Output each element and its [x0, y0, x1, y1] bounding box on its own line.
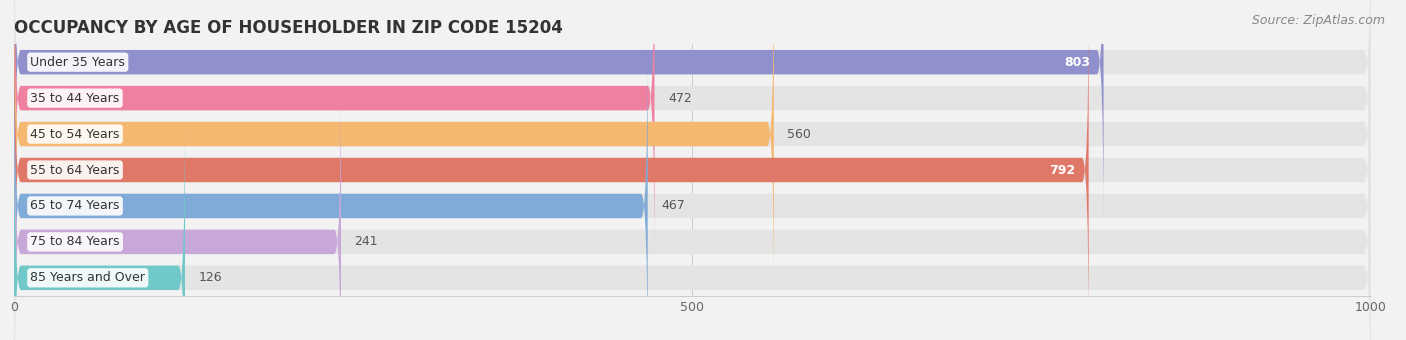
- Text: OCCUPANCY BY AGE OF HOUSEHOLDER IN ZIP CODE 15204: OCCUPANCY BY AGE OF HOUSEHOLDER IN ZIP C…: [14, 19, 562, 37]
- Text: 560: 560: [787, 128, 811, 140]
- FancyBboxPatch shape: [14, 0, 1104, 230]
- FancyBboxPatch shape: [14, 110, 186, 340]
- Text: 467: 467: [661, 200, 685, 212]
- FancyBboxPatch shape: [14, 74, 342, 340]
- Text: 85 Years and Over: 85 Years and Over: [31, 271, 145, 284]
- Text: 126: 126: [198, 271, 222, 284]
- Text: 65 to 74 Years: 65 to 74 Years: [31, 200, 120, 212]
- FancyBboxPatch shape: [14, 0, 1371, 266]
- FancyBboxPatch shape: [14, 2, 1371, 338]
- Text: 35 to 44 Years: 35 to 44 Years: [31, 91, 120, 105]
- Text: Source: ZipAtlas.com: Source: ZipAtlas.com: [1251, 14, 1385, 27]
- Text: 241: 241: [354, 235, 378, 249]
- FancyBboxPatch shape: [14, 74, 1371, 340]
- FancyBboxPatch shape: [14, 110, 1371, 340]
- FancyBboxPatch shape: [14, 38, 648, 340]
- FancyBboxPatch shape: [14, 38, 1371, 340]
- FancyBboxPatch shape: [14, 2, 1088, 338]
- FancyBboxPatch shape: [14, 0, 773, 302]
- Text: 472: 472: [668, 91, 692, 105]
- Text: 55 to 64 Years: 55 to 64 Years: [31, 164, 120, 176]
- Text: 75 to 84 Years: 75 to 84 Years: [31, 235, 120, 249]
- Text: Under 35 Years: Under 35 Years: [31, 56, 125, 69]
- Text: 792: 792: [1049, 164, 1076, 176]
- Text: 803: 803: [1064, 56, 1090, 69]
- FancyBboxPatch shape: [14, 0, 1371, 230]
- FancyBboxPatch shape: [14, 0, 1371, 302]
- FancyBboxPatch shape: [14, 0, 654, 266]
- Text: 45 to 54 Years: 45 to 54 Years: [31, 128, 120, 140]
